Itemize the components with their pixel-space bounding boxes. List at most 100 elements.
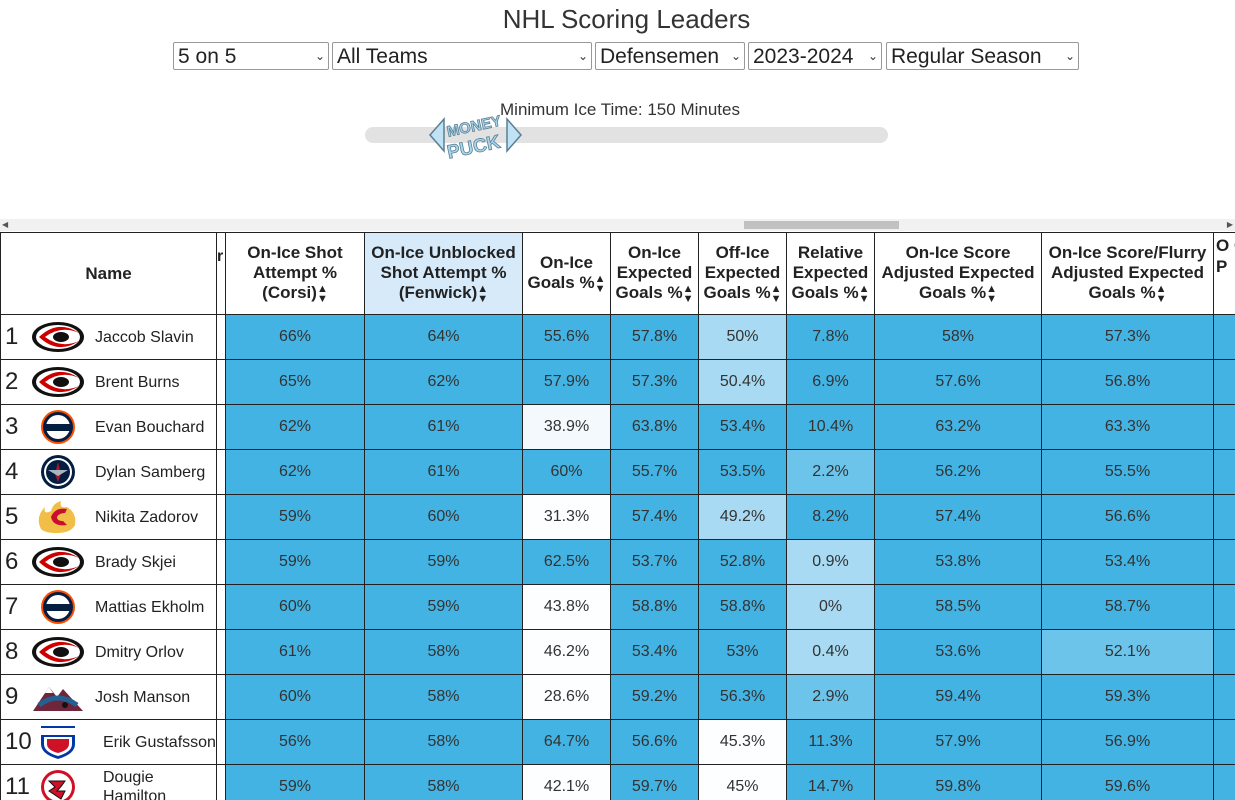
table-row[interactable]: 5 Nikita Zadorov 59% 60% 31.3% 57.4% 49.2% 8.2%…: [0, 494, 1235, 540]
player-name-link[interactable]: Jaccob Slavin: [95, 328, 194, 346]
cell-offxgoals: 53.5%: [698, 449, 787, 495]
ice-time-label: Minimum Ice Time: 150 Minutes: [500, 100, 740, 119]
column-header-label: On-Ice Expected Goals %: [615, 243, 693, 303]
sort-icon[interactable]: ▲ ▼: [594, 272, 606, 295]
table-row[interactable]: 7 Mattias Ekholm 60% 59% 43.8% 58.8% 58.8% 0% 58…: [0, 584, 1235, 630]
scrollbar-thumb[interactable]: [744, 221, 899, 229]
cell-extra: [1213, 494, 1235, 540]
cell-corsi: 59%: [225, 539, 365, 585]
column-header-label: On-Ice Shot Attempt % (Corsi): [247, 243, 343, 303]
table-row[interactable]: 2 Brent Burns 65% 62% 57.9% 57.3% 50.4% 6.9% 57.…: [0, 359, 1235, 405]
column-header-fenwick[interactable]: On-Ice Unblocked Shot Attempt % (Fenwick…: [364, 232, 523, 315]
cell-fenwick: 58%: [364, 719, 523, 765]
sort-icon[interactable]: ▲ ▼: [858, 282, 870, 305]
player-cell[interactable]: 4 Dylan Samberg: [0, 449, 217, 495]
sort-icon[interactable]: ▲ ▼: [316, 282, 328, 305]
table-row[interactable]: 8 Dmitry Orlov 61% 58% 46.2% 53.4% 53% 0.4% 53.6…: [0, 629, 1235, 675]
season-select[interactable]: 2023-2024 ⌄: [748, 42, 882, 70]
sort-icon[interactable]: ▲ ▼: [770, 282, 782, 305]
player-name-link[interactable]: Erik Gustafsson: [103, 733, 216, 751]
column-header-corsi[interactable]: On-Ice Shot Attempt % (Corsi)▲ ▼: [225, 232, 365, 315]
cell-extra: [1213, 719, 1235, 765]
team-select[interactable]: All Teams ⌄: [332, 42, 592, 70]
sort-icon[interactable]: ▲ ▼: [477, 282, 489, 305]
table-body: 1 Jaccob Slavin 66% 64% 55.6% 57.8% 50% 7.8% 58%…: [0, 314, 1235, 800]
sort-icon[interactable]: ▲ ▼: [1155, 282, 1167, 305]
player-cell[interactable]: 2 Brent Burns: [0, 359, 217, 405]
ice-time-slider-handle[interactable]: MONEY PUCK: [428, 105, 523, 165]
player-name-link[interactable]: Nikita Zadorov: [95, 508, 199, 526]
team-logo-icon: [31, 634, 85, 670]
cell-r: [216, 314, 226, 360]
player-cell[interactable]: 9 Josh Manson: [0, 674, 217, 720]
player-name-link[interactable]: Josh Manson: [95, 688, 191, 706]
player-cell[interactable]: 3 Evan Bouchard: [0, 404, 217, 450]
cell-flurryadj: 59.3%: [1041, 674, 1214, 720]
player-name-link[interactable]: Dougie Hamilton: [103, 769, 167, 800]
table-row[interactable]: 6 Brady Skjei 59% 59% 62.5% 53.7% 52.8% 0.9% 53.…: [0, 539, 1235, 585]
player-name-link[interactable]: Mattias Ekholm: [95, 598, 205, 616]
cell-goals: 28.6%: [522, 674, 611, 720]
chevron-down-icon: ⌄: [730, 49, 741, 63]
sort-icon[interactable]: ▲ ▼: [986, 282, 997, 305]
player-cell[interactable]: 11 Dougie Hamilton: [0, 764, 217, 800]
cell-corsi: 60%: [225, 674, 365, 720]
cell-scoreadj: 63.2%: [874, 404, 1042, 450]
situation-select[interactable]: 5 on 5 ⌄: [173, 42, 329, 70]
cell-flurryadj: 63.3%: [1041, 404, 1214, 450]
cell-offxgoals: 50.4%: [698, 359, 787, 405]
player-cell[interactable]: 7 Mattias Ekholm: [0, 584, 217, 630]
column-header-goals[interactable]: On-Ice Goals %▲ ▼: [522, 232, 611, 315]
column-header-xgoals[interactable]: On-Ice Expected Goals %▲ ▼: [610, 232, 699, 315]
cell-goals: 42.1%: [522, 764, 611, 800]
cell-goals: 38.9%: [522, 404, 611, 450]
sort-icon[interactable]: ▲ ▼: [682, 282, 694, 305]
player-cell[interactable]: 1 Jaccob Slavin: [0, 314, 217, 360]
player-name-link[interactable]: Brady Skjei: [95, 553, 176, 571]
cell-relxgoals: 0%: [786, 584, 875, 630]
scroll-right-icon[interactable]: ▶: [1226, 220, 1233, 229]
player-cell[interactable]: 10 Erik Gustafsson: [0, 719, 217, 765]
player-rank: 1: [5, 323, 19, 350]
season-type-select[interactable]: Regular Season ⌄: [886, 42, 1079, 70]
column-header-extra[interactable]: O C P: [1213, 232, 1235, 315]
column-header-r[interactable]: r: [216, 232, 226, 315]
cell-fenwick: 58%: [364, 674, 523, 720]
cell-extra: [1213, 359, 1235, 405]
cell-fenwick: 61%: [364, 404, 523, 450]
scroll-left-icon[interactable]: ◀: [2, 220, 9, 229]
player-cell[interactable]: 5 Nikita Zadorov: [0, 494, 217, 540]
cell-scoreadj: 57.6%: [874, 359, 1042, 405]
player-name-link[interactable]: Dylan Samberg: [95, 463, 206, 481]
page-title: NHL Scoring Leaders: [502, 4, 751, 34]
player-rank: 5: [5, 503, 19, 530]
cell-r: [216, 674, 226, 720]
table-row[interactable]: 1 Jaccob Slavin 66% 64% 55.6% 57.8% 50% 7.8% 58%…: [0, 314, 1235, 360]
table-row[interactable]: 10 Erik Gustafsson 56% 58% 64.7% 56.6% 45.3% 11…: [0, 719, 1235, 765]
column-header-relxgoals[interactable]: Relative Expected Goals %▲ ▼: [786, 232, 875, 315]
column-header-scoreadj[interactable]: On-Ice Score Adjusted Expected Goals %▲ ▼: [874, 232, 1042, 315]
player-name-link[interactable]: Brent Burns: [95, 373, 180, 391]
column-header-flurryadj[interactable]: On-Ice Score/Flurry Adjusted Expected Go…: [1041, 232, 1214, 315]
player-name-link[interactable]: Evan Bouchard: [95, 418, 205, 436]
cell-relxgoals: 14.7%: [786, 764, 875, 800]
player-name-link[interactable]: Dmitry Orlov: [95, 643, 184, 661]
cell-corsi: 65%: [225, 359, 365, 405]
ice-time-slider-track[interactable]: [365, 127, 888, 143]
cell-r: [216, 494, 226, 540]
team-logo-icon: [31, 769, 85, 800]
table-row[interactable]: 4 Dylan Samberg 62% 61% 60% 55.7% 53.5% 2.2% 56.…: [0, 449, 1235, 495]
column-header-offxgoals[interactable]: Off-Ice Expected Goals %▲ ▼: [698, 232, 787, 315]
player-rank: 2: [5, 368, 19, 395]
horizontal-scrollbar[interactable]: ◀ ▶: [0, 219, 1235, 231]
cell-offxgoals: 53.4%: [698, 404, 787, 450]
table-row[interactable]: 9 Josh Manson 60% 58% 28.6% 59.2% 56.3% 2.9% 59.…: [0, 674, 1235, 720]
column-header-label: O C P: [1216, 236, 1235, 276]
player-cell[interactable]: 8 Dmitry Orlov: [0, 629, 217, 675]
table-row[interactable]: 11 Dougie Hamilton 59% 58% 42.1% 59.7% 45% 14.7…: [0, 764, 1235, 800]
column-header-name[interactable]: Name: [0, 232, 217, 315]
position-select[interactable]: Defensemen ⌄: [595, 42, 745, 70]
player-cell[interactable]: 6 Brady Skjei: [0, 539, 217, 585]
cell-extra: [1213, 584, 1235, 630]
table-row[interactable]: 3 Evan Bouchard 62% 61% 38.9% 63.8% 53.4% 10.4%…: [0, 404, 1235, 450]
